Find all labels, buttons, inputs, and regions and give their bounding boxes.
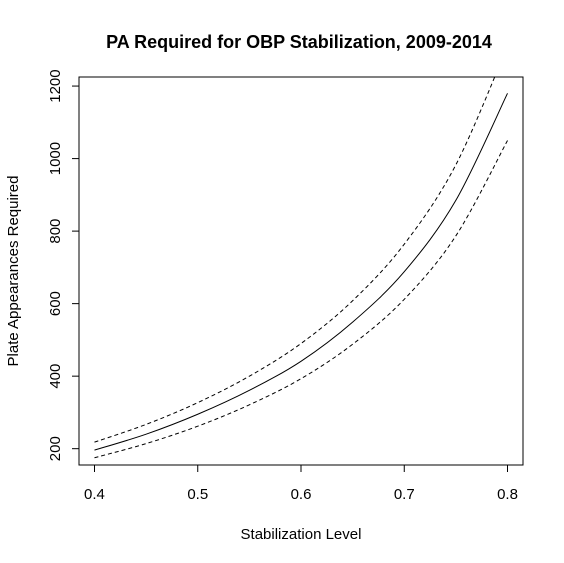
plot-frame — [78, 76, 524, 466]
upper-bound-line — [94, 77, 496, 443]
y-tick-label: 400 — [47, 364, 64, 389]
x-tick-label: 0.8 — [497, 486, 518, 503]
lower-bound-line — [94, 140, 508, 459]
x-axis: 0.4 0.5 0.6 0.7 0.8 — [84, 464, 518, 503]
chart-title: PA Required for OBP Stabilization, 2009-… — [106, 32, 492, 52]
y-tick-label: 600 — [47, 291, 64, 316]
x-tick-label: 0.5 — [187, 486, 208, 503]
y-axis: 200 400 600 800 1000 1200 — [47, 69, 80, 461]
x-tick-label: 0.7 — [394, 486, 415, 503]
y-tick-label: 1200 — [47, 69, 64, 102]
y-tick-label: 1000 — [47, 142, 64, 175]
estimate-line — [94, 93, 508, 451]
x-axis-label: Stabilization Level — [241, 526, 362, 543]
x-tick-label: 0.4 — [84, 486, 105, 503]
y-axis-label: Plate Appearances Required — [5, 176, 22, 367]
x-tick-label: 0.6 — [291, 486, 312, 503]
y-tick-label: 200 — [47, 436, 64, 461]
y-tick-label: 800 — [47, 219, 64, 244]
series-layer — [94, 77, 508, 459]
